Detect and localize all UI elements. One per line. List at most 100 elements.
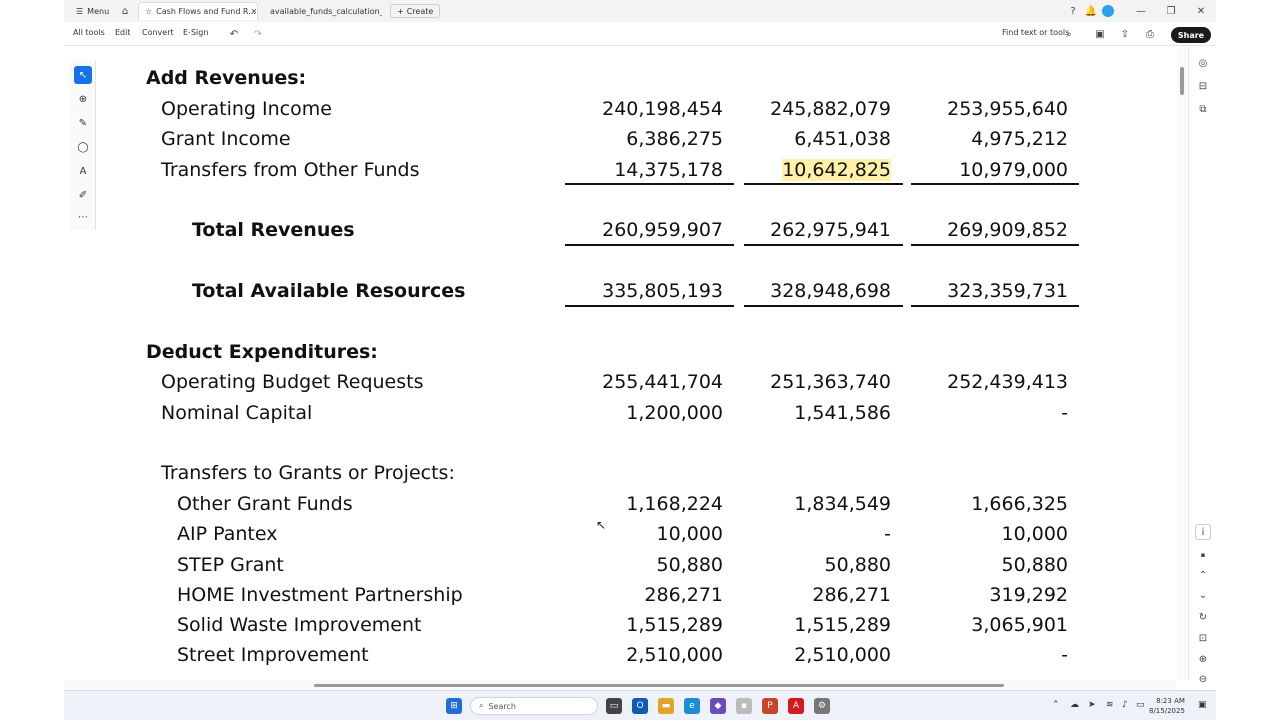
vertical-scrollbar[interactable] [1177, 47, 1187, 680]
zoom-out-icon[interactable]: ⊖ [1198, 673, 1208, 685]
comment-icon[interactable]: ◎ [1198, 57, 1208, 69]
table-row: Operating Budget Requests 255,441,704 25… [161, 371, 1068, 393]
find-text-button[interactable]: Find text or tools [1002, 28, 1070, 37]
page-down-icon[interactable]: ⌄ [1198, 589, 1208, 601]
table-row: Grant Income 6,386,275 6,451,038 4,975,2… [161, 128, 1068, 150]
select-tool-icon[interactable]: ↖ [74, 66, 92, 84]
windows-taskbar: ⊞ ⌕ Search ▭ O ▬ e ◆ ▪ P A ⚙ ⌃ ☁ ➤ ≋ ♪ ▭… [64, 690, 1216, 720]
table-row: Total Available Resources 335,805,193 32… [192, 280, 1068, 302]
lasso-tool-icon[interactable]: ◯ [77, 141, 89, 153]
tab-bar: ☰ Menu ⌂ ☆ Cash Flows and Fund R... ✕ av… [64, 0, 1216, 22]
text-tool-icon[interactable]: A [79, 165, 87, 177]
taskbar-search-input[interactable]: ⌕ Search [470, 697, 598, 715]
page-up-icon[interactable]: ⌃ [1198, 569, 1208, 581]
table-row: Total Revenues 260,959,907 262,975,941 2… [192, 219, 1068, 241]
table-row: Transfers to Grants or Projects: [161, 462, 455, 484]
zoom-in-icon[interactable]: ⊕ [1198, 653, 1208, 665]
page-number-icon: ▪ [1200, 551, 1206, 559]
task-view-icon[interactable]: ▭ [606, 698, 622, 714]
pen-tool-icon[interactable]: ✎ [78, 117, 88, 129]
underline [565, 244, 734, 246]
volume-icon[interactable]: ♪ [1122, 700, 1128, 710]
outlook-icon[interactable]: O [632, 698, 648, 714]
tab-cash-flows[interactable]: ☆ Cash Flows and Fund R... [138, 2, 258, 20]
settings-icon[interactable]: ⚙ [814, 698, 830, 714]
print-icon[interactable]: ⎙ [1146, 28, 1154, 40]
onedrive-icon[interactable]: ☁ [1070, 700, 1079, 710]
edge-icon[interactable]: e [684, 698, 700, 714]
section-deduct-expenditures: Deduct Expenditures: [146, 341, 378, 363]
app-icon[interactable]: ◆ [710, 698, 726, 714]
underline [744, 244, 903, 246]
notification-icon[interactable]: ▣ [1198, 700, 1207, 710]
all-tools-button[interactable]: All tools [73, 28, 105, 37]
underline [744, 183, 903, 185]
share-button[interactable]: Share [1171, 27, 1211, 43]
highlighted-value: 10,642,825 [782, 159, 891, 181]
convert-button[interactable]: Convert [142, 28, 174, 37]
stamp-tool-icon[interactable]: ✐ [78, 189, 88, 201]
restore-icon[interactable]: ❐ [1166, 5, 1176, 17]
table-row: HOME Investment Partnership 286,271 286,… [177, 584, 1068, 606]
table-row: Solid Waste Improvement 1,515,289 1,515,… [177, 614, 1068, 636]
pages-icon[interactable]: ⧉ [1199, 103, 1207, 115]
tab-available-funds[interactable]: available_funds_calculation_9... [270, 6, 382, 16]
close-tab-icon[interactable]: ✕ [250, 6, 258, 16]
underline [744, 305, 903, 307]
home-icon[interactable]: ⌂ [121, 5, 129, 17]
minimize-icon[interactable]: — [1136, 5, 1146, 17]
save-icon[interactable]: ▣ [1095, 28, 1105, 40]
start-icon[interactable]: ⊞ [446, 698, 462, 714]
close-window-icon[interactable]: ✕ [1196, 5, 1206, 17]
underline [911, 183, 1079, 185]
hamburger-icon: ☰ [76, 6, 84, 16]
left-tool-rail: ↖ ⊕ ✎ ◯ A ✐ ⋯ [70, 60, 96, 230]
right-panel: ◎ ⊟ ⧉ i ▪ ⌃ ⌄ ↻ ⊡ ⊕ ⊖ [1188, 47, 1216, 685]
redo-icon[interactable]: ↷ [253, 28, 263, 40]
underline [911, 244, 1079, 246]
page-indicator-icon[interactable]: i [1195, 524, 1211, 540]
create-tab-button[interactable]: + Create [390, 4, 441, 18]
underline [911, 305, 1079, 307]
zoom-tool-icon[interactable]: ⊕ [78, 93, 88, 105]
pdf-page: Add Revenues: Operating Income 240,198,4… [64, 47, 1176, 680]
chevron-up-icon[interactable]: ⌃ [1052, 700, 1060, 710]
mouse-cursor-icon: ↖ [596, 518, 607, 532]
wifi-icon[interactable]: ≋ [1106, 700, 1114, 710]
table-row: AIP Pantex 10,000 - 10,000 [177, 523, 1068, 545]
table-row: Nominal Capital 1,200,000 1,541,586 - [161, 402, 1068, 424]
section-add-revenues: Add Revenues: [146, 67, 307, 89]
underline [565, 305, 734, 307]
bookmark-icon[interactable]: ⊟ [1198, 80, 1208, 92]
scroll-thumb[interactable] [1180, 67, 1184, 95]
underline [565, 183, 734, 185]
table-row: Operating Income 240,198,454 245,882,079… [161, 98, 1068, 120]
star-icon: ☆ [145, 7, 153, 16]
toolbar: All tools Edit Convert E-Sign ↶ ↷ Find t… [64, 22, 1216, 46]
edit-button[interactable]: Edit [115, 28, 131, 37]
powerpoint-icon[interactable]: P [762, 698, 778, 714]
help-icon[interactable]: ? [1070, 5, 1076, 17]
horizontal-scrollbar[interactable] [64, 680, 1176, 690]
profile-icon[interactable] [1102, 5, 1114, 17]
table-row: Transfers from Other Funds 14,375,178 10… [161, 159, 1068, 181]
table-row: Street Improvement 2,510,000 2,510,000 - [177, 644, 1068, 666]
rotate-icon[interactable]: ↻ [1198, 611, 1208, 623]
file-explorer-icon[interactable]: ▬ [658, 698, 674, 714]
acrobat-icon[interactable]: A [788, 698, 804, 714]
menu-button[interactable]: ☰ Menu [76, 6, 110, 16]
horizontal-scroll-thumb[interactable] [314, 684, 1004, 687]
upload-icon[interactable]: ⇪ [1120, 28, 1130, 40]
undo-icon[interactable]: ↶ [229, 28, 239, 40]
esign-button[interactable]: E-Sign [183, 28, 209, 37]
fit-page-icon[interactable]: ⊡ [1198, 632, 1208, 644]
send-icon[interactable]: ➤ [1088, 700, 1096, 710]
notification-bell-icon[interactable]: 🔔 [1084, 5, 1098, 17]
app-icon-2[interactable]: ▪ [736, 698, 752, 714]
battery-icon[interactable]: ▭ [1136, 700, 1145, 710]
search-icon[interactable]: ⌕ [1066, 28, 1072, 40]
more-tools-icon[interactable]: ⋯ [78, 211, 88, 223]
table-row: Other Grant Funds 1,168,224 1,834,549 1,… [177, 493, 1068, 515]
table-row: STEP Grant 50,880 50,880 50,880 [177, 554, 1068, 576]
taskbar-clock[interactable]: 8:23 AM 8/15/2025 [1149, 697, 1185, 715]
